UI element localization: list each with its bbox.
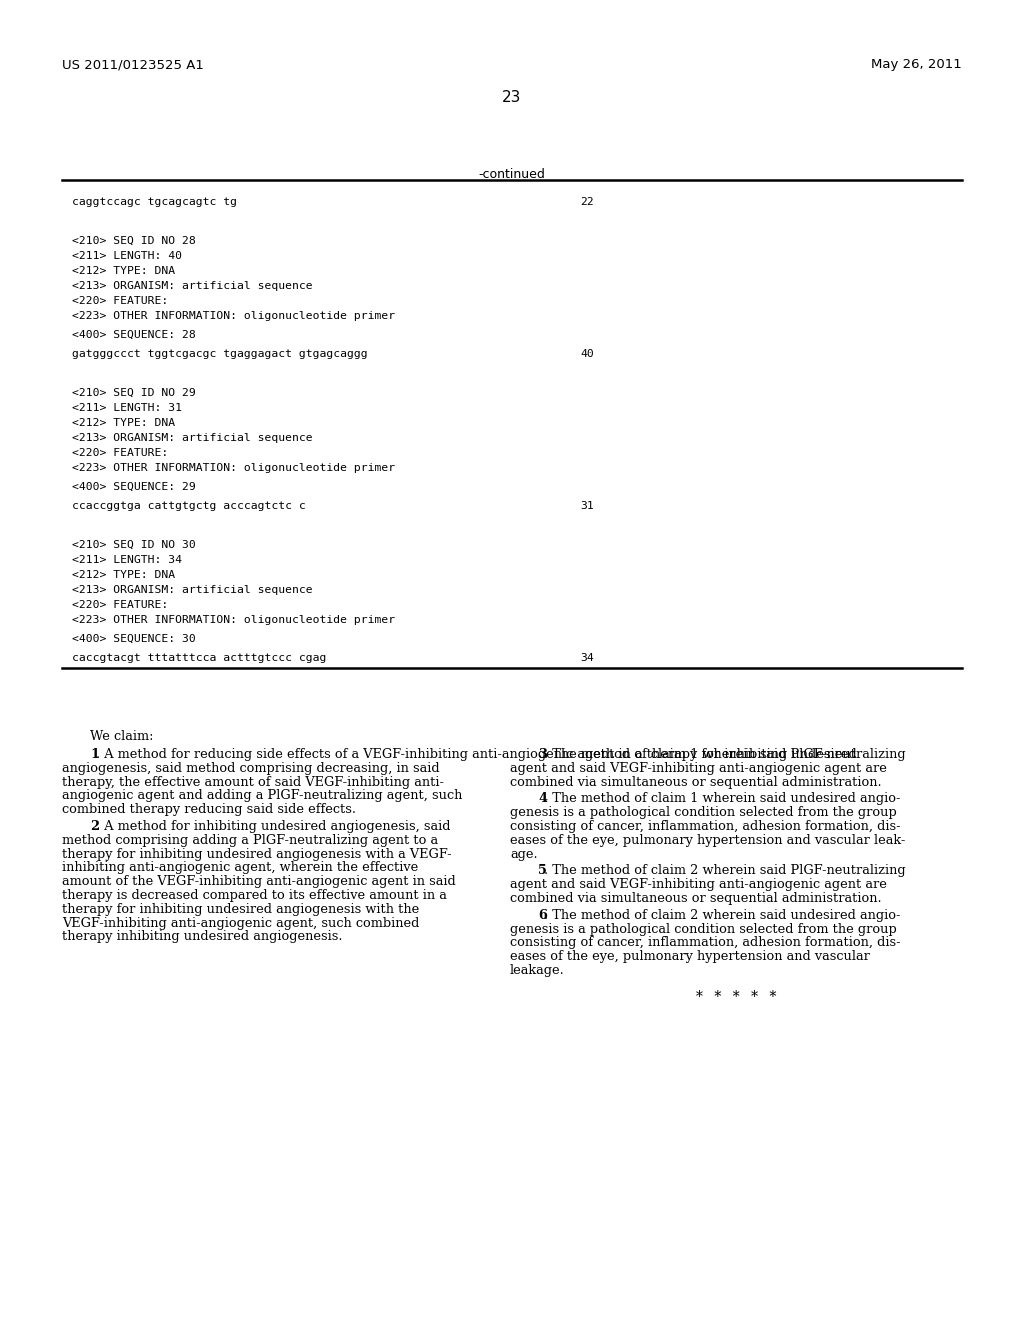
Text: agent and said VEGF-inhibiting anti-angiogenic agent are: agent and said VEGF-inhibiting anti-angi… <box>510 762 887 775</box>
Text: <210> SEQ ID NO 29: <210> SEQ ID NO 29 <box>72 388 196 399</box>
Text: ccaccggtga cattgtgctg acccagtctc c: ccaccggtga cattgtgctg acccagtctc c <box>72 502 306 511</box>
Text: . The method of claim 1 wherein said undesired angio-: . The method of claim 1 wherein said und… <box>544 792 900 805</box>
Text: <212> TYPE: DNA: <212> TYPE: DNA <box>72 267 175 276</box>
Text: <213> ORGANISM: artificial sequence: <213> ORGANISM: artificial sequence <box>72 281 312 290</box>
Text: combined via simultaneous or sequential administration.: combined via simultaneous or sequential … <box>510 776 882 788</box>
Text: 2: 2 <box>90 820 99 833</box>
Text: . The method of claim 2 wherein said undesired angio-: . The method of claim 2 wherein said und… <box>544 908 900 921</box>
Text: 5: 5 <box>538 865 547 878</box>
Text: consisting of cancer, inflammation, adhesion formation, dis-: consisting of cancer, inflammation, adhe… <box>510 936 901 949</box>
Text: VEGF-inhibiting anti-angiogenic agent, such combined: VEGF-inhibiting anti-angiogenic agent, s… <box>62 916 420 929</box>
Text: 40: 40 <box>580 348 594 359</box>
Text: therapy for inhibiting undesired angiogenesis with a VEGF-: therapy for inhibiting undesired angioge… <box>62 847 452 861</box>
Text: consisting of cancer, inflammation, adhesion formation, dis-: consisting of cancer, inflammation, adhe… <box>510 820 901 833</box>
Text: 31: 31 <box>580 502 594 511</box>
Text: angiogenesis, said method comprising decreasing, in said: angiogenesis, said method comprising dec… <box>62 762 439 775</box>
Text: *   *   *   *   *: * * * * * <box>696 990 776 1003</box>
Text: US 2011/0123525 A1: US 2011/0123525 A1 <box>62 58 204 71</box>
Text: eases of the eye, pulmonary hypertension and vascular leak-: eases of the eye, pulmonary hypertension… <box>510 834 905 847</box>
Text: <212> TYPE: DNA: <212> TYPE: DNA <box>72 570 175 579</box>
Text: 6: 6 <box>538 908 547 921</box>
Text: <210> SEQ ID NO 28: <210> SEQ ID NO 28 <box>72 236 196 246</box>
Text: <220> FEATURE:: <220> FEATURE: <box>72 601 168 610</box>
Text: caggtccagc tgcagcagtc tg: caggtccagc tgcagcagtc tg <box>72 197 237 207</box>
Text: leakage.: leakage. <box>510 964 565 977</box>
Text: <210> SEQ ID NO 30: <210> SEQ ID NO 30 <box>72 540 196 550</box>
Text: . The method of claim 2 wherein said PlGF-neutralizing: . The method of claim 2 wherein said PlG… <box>544 865 905 878</box>
Text: inhibiting anti-angiogenic agent, wherein the effective: inhibiting anti-angiogenic agent, wherei… <box>62 862 418 874</box>
Text: -continued: -continued <box>478 168 546 181</box>
Text: agent and said VEGF-inhibiting anti-angiogenic agent are: agent and said VEGF-inhibiting anti-angi… <box>510 878 887 891</box>
Text: 23: 23 <box>503 90 521 106</box>
Text: <212> TYPE: DNA: <212> TYPE: DNA <box>72 418 175 428</box>
Text: <211> LENGTH: 31: <211> LENGTH: 31 <box>72 403 182 413</box>
Text: angiogenic agent and adding a PlGF-neutralizing agent, such: angiogenic agent and adding a PlGF-neutr… <box>62 789 463 803</box>
Text: May 26, 2011: May 26, 2011 <box>871 58 962 71</box>
Text: <223> OTHER INFORMATION: oligonucleotide primer: <223> OTHER INFORMATION: oligonucleotide… <box>72 463 395 473</box>
Text: <400> SEQUENCE: 30: <400> SEQUENCE: 30 <box>72 634 196 644</box>
Text: therapy, the effective amount of said VEGF-inhibiting anti-: therapy, the effective amount of said VE… <box>62 776 444 788</box>
Text: <223> OTHER INFORMATION: oligonucleotide primer: <223> OTHER INFORMATION: oligonucleotide… <box>72 312 395 321</box>
Text: <223> OTHER INFORMATION: oligonucleotide primer: <223> OTHER INFORMATION: oligonucleotide… <box>72 615 395 624</box>
Text: <220> FEATURE:: <220> FEATURE: <box>72 447 168 458</box>
Text: <220> FEATURE:: <220> FEATURE: <box>72 296 168 306</box>
Text: genesis is a pathological condition selected from the group: genesis is a pathological condition sele… <box>510 923 897 936</box>
Text: 1: 1 <box>90 748 99 762</box>
Text: . A method for reducing side effects of a VEGF-inhibiting anti-angiogenic agent : . A method for reducing side effects of … <box>96 748 856 762</box>
Text: combined therapy reducing said side effects.: combined therapy reducing said side effe… <box>62 803 356 816</box>
Text: 22: 22 <box>580 197 594 207</box>
Text: eases of the eye, pulmonary hypertension and vascular: eases of the eye, pulmonary hypertension… <box>510 950 869 964</box>
Text: age.: age. <box>510 847 538 861</box>
Text: amount of the VEGF-inhibiting anti-angiogenic agent in said: amount of the VEGF-inhibiting anti-angio… <box>62 875 456 888</box>
Text: We claim:: We claim: <box>90 730 154 743</box>
Text: therapy is decreased compared to its effective amount in a: therapy is decreased compared to its eff… <box>62 888 446 902</box>
Text: <213> ORGANISM: artificial sequence: <213> ORGANISM: artificial sequence <box>72 433 312 444</box>
Text: . The method of claim 1 wherein said PlGF-neutralizing: . The method of claim 1 wherein said PlG… <box>544 748 905 762</box>
Text: <400> SEQUENCE: 29: <400> SEQUENCE: 29 <box>72 482 196 492</box>
Text: . A method for inhibiting undesired angiogenesis, said: . A method for inhibiting undesired angi… <box>96 820 451 833</box>
Text: therapy for inhibiting undesired angiogenesis with the: therapy for inhibiting undesired angioge… <box>62 903 419 916</box>
Text: gatgggccct tggtcgacgc tgaggagact gtgagcaggg: gatgggccct tggtcgacgc tgaggagact gtgagca… <box>72 348 368 359</box>
Text: 34: 34 <box>580 653 594 663</box>
Text: 4: 4 <box>538 792 547 805</box>
Text: method comprising adding a PlGF-neutralizing agent to a: method comprising adding a PlGF-neutrali… <box>62 834 438 847</box>
Text: <213> ORGANISM: artificial sequence: <213> ORGANISM: artificial sequence <box>72 585 312 595</box>
Text: genesis is a pathological condition selected from the group: genesis is a pathological condition sele… <box>510 807 897 820</box>
Text: therapy inhibiting undesired angiogenesis.: therapy inhibiting undesired angiogenesi… <box>62 931 342 944</box>
Text: <400> SEQUENCE: 28: <400> SEQUENCE: 28 <box>72 330 196 341</box>
Text: caccgtacgt tttatttcca actttgtccc cgag: caccgtacgt tttatttcca actttgtccc cgag <box>72 653 327 663</box>
Text: 3: 3 <box>538 748 547 762</box>
Text: <211> LENGTH: 40: <211> LENGTH: 40 <box>72 251 182 261</box>
Text: combined via simultaneous or sequential administration.: combined via simultaneous or sequential … <box>510 892 882 906</box>
Text: <211> LENGTH: 34: <211> LENGTH: 34 <box>72 554 182 565</box>
